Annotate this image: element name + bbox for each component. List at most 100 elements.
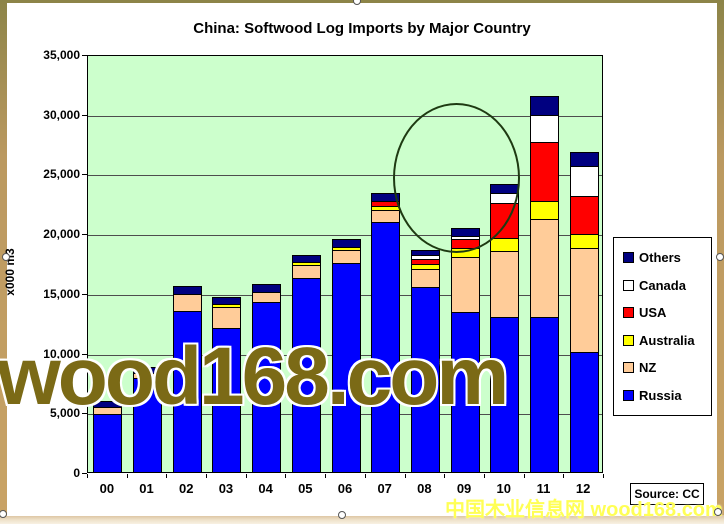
x-tick-mark <box>126 474 128 478</box>
gridline <box>88 175 602 177</box>
x-tick-label: 01 <box>139 481 154 496</box>
selection-handle-bottom-left[interactable] <box>0 510 7 518</box>
bar-segment-canada <box>569 165 599 196</box>
bar-segment-nz <box>252 292 282 303</box>
legend-swatch-australia <box>623 334 634 346</box>
bar-year-07 <box>371 192 401 472</box>
bar-year-01 <box>133 366 163 472</box>
bar-segment-russia <box>450 311 480 472</box>
bar-segment-russia <box>172 310 202 472</box>
chart-page: China: Softwood Log Imports by Major Cou… <box>0 3 723 521</box>
bar-segment-nz <box>93 406 123 415</box>
x-tick-label: 10 <box>496 481 511 496</box>
bar-segment-australia <box>331 246 361 250</box>
x-tick-mark <box>285 474 287 478</box>
bar-segment-others <box>410 249 440 256</box>
x-tick-mark <box>364 474 366 478</box>
bar-segment-russia <box>93 414 123 472</box>
bar-segment-usa <box>529 142 559 201</box>
x-tick-mark <box>325 474 327 478</box>
bar-segment-australia <box>569 233 599 249</box>
y-tick-label: 10,000 <box>43 346 80 361</box>
y-tick-label: 15,000 <box>43 286 80 301</box>
bar-segment-others <box>172 285 202 295</box>
x-tick-label: 03 <box>218 481 234 496</box>
bar-segment-nz <box>490 251 520 317</box>
x-tick-label: 04 <box>258 481 273 496</box>
x-tick-mark <box>483 474 485 478</box>
bar-segment-usa <box>569 195 599 234</box>
bar-segment-others <box>93 400 123 407</box>
bar-segment-russia <box>569 351 599 472</box>
legend-item-others: Others <box>623 250 711 265</box>
y-tick-mark <box>82 234 87 236</box>
bar-year-08 <box>410 249 440 472</box>
bar-segment-russia <box>410 286 440 472</box>
plot-area <box>87 55 603 473</box>
x-tick-label: 06 <box>337 481 353 496</box>
bar-segment-australia <box>212 304 242 308</box>
bar-segment-russia <box>252 302 282 472</box>
selection-handle-bottom-center[interactable] <box>338 511 346 519</box>
selection-handle-top-center[interactable] <box>353 0 361 5</box>
bar-year-09 <box>450 227 480 472</box>
legend-label: Canada <box>639 277 686 293</box>
legend-item-usa: USA <box>623 305 711 320</box>
bar-segment-russia <box>371 222 401 472</box>
legend-label: Russia <box>639 387 682 403</box>
legend-swatch-nz <box>623 362 634 374</box>
chart-title: China: Softwood Log Imports by Major Cou… <box>193 20 531 37</box>
bar-segment-canada <box>410 255 440 260</box>
chart-legend: Others Canada USA Australia NZ Russia <box>613 237 712 416</box>
x-tick-label: 00 <box>99 481 115 496</box>
legend-label: USA <box>639 305 667 321</box>
legend-swatch-russia <box>623 389 634 401</box>
x-tick-mark <box>245 474 247 478</box>
y-tick-label: 20,000 <box>43 227 80 242</box>
bar-segment-nz <box>529 218 559 317</box>
bar-segment-russia <box>291 277 321 472</box>
legend-item-russia: Russia <box>623 388 711 403</box>
x-tick-mark <box>166 474 168 478</box>
y-tick-mark <box>82 293 87 295</box>
bar-segment-nz <box>331 249 361 263</box>
bar-segment-australia <box>410 264 440 269</box>
bar-segment-nz <box>410 268 440 287</box>
x-tick-mark <box>563 474 565 478</box>
legend-item-nz: NZ <box>623 360 711 375</box>
x-tick-label: 02 <box>178 481 194 496</box>
y-tick-mark <box>82 413 87 415</box>
bar-segment-usa <box>410 259 440 265</box>
legend-swatch-usa <box>623 307 634 319</box>
bar-segment-others <box>569 152 599 166</box>
bar-segment-russia <box>490 316 520 472</box>
bar-year-02 <box>172 285 202 472</box>
bar-segment-others <box>212 297 242 305</box>
bar-segment-nz <box>133 372 163 378</box>
bar-segment-nz <box>371 210 401 223</box>
bar-segment-nz <box>212 307 242 328</box>
selection-handle-right-center[interactable] <box>716 253 724 261</box>
y-tick-mark <box>82 114 87 116</box>
x-tick-mark <box>523 474 525 478</box>
bar-segment-others <box>291 255 321 263</box>
gridline <box>88 115 602 117</box>
y-tick-mark <box>82 174 87 176</box>
bar-segment-nz <box>450 257 480 312</box>
legend-swatch-others <box>623 252 634 264</box>
source-label: Source: CC <box>630 483 704 505</box>
bar-year-00 <box>93 400 123 472</box>
bar-segment-others <box>252 283 282 293</box>
bar-segment-russia <box>331 263 361 472</box>
bar-year-04 <box>252 283 282 472</box>
x-tick-mark <box>87 474 88 478</box>
y-tick-label: 0 <box>73 466 80 480</box>
legend-item-australia: Australia <box>623 333 711 348</box>
legend-label: Others <box>639 250 681 266</box>
y-tick-mark <box>82 353 87 355</box>
x-tick-label: 08 <box>417 481 432 496</box>
selection-handle-bottom-right[interactable] <box>714 508 722 516</box>
selection-handle-left-center[interactable] <box>2 253 10 261</box>
frame-bottom-strip <box>0 515 724 524</box>
x-tick-label: 12 <box>575 481 591 496</box>
